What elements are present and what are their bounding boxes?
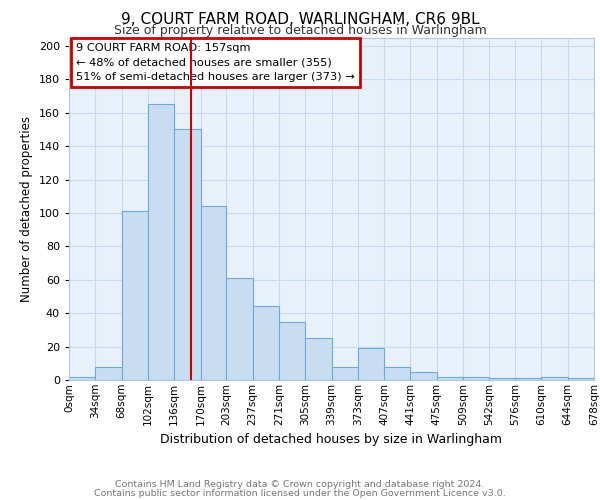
Bar	[279, 322, 305, 380]
Bar	[437, 376, 463, 380]
Bar	[148, 104, 175, 380]
Bar	[488, 378, 515, 380]
Text: Contains public sector information licensed under the Open Government Licence v3: Contains public sector information licen…	[94, 488, 506, 498]
Bar	[200, 206, 226, 380]
Text: Size of property relative to detached houses in Warlingham: Size of property relative to detached ho…	[113, 24, 487, 37]
Bar	[384, 366, 410, 380]
Text: 9, COURT FARM ROAD, WARLINGHAM, CR6 9BL: 9, COURT FARM ROAD, WARLINGHAM, CR6 9BL	[121, 12, 479, 26]
Bar	[410, 372, 437, 380]
Bar	[226, 278, 253, 380]
Bar	[305, 338, 331, 380]
Bar	[541, 376, 568, 380]
Bar	[515, 378, 541, 380]
Bar	[253, 306, 279, 380]
Bar	[331, 366, 358, 380]
Bar	[122, 212, 148, 380]
Bar	[175, 130, 200, 380]
Bar	[568, 378, 594, 380]
Bar	[463, 376, 488, 380]
Bar	[69, 376, 95, 380]
Y-axis label: Number of detached properties: Number of detached properties	[20, 116, 33, 302]
Bar	[358, 348, 384, 380]
Text: Contains HM Land Registry data © Crown copyright and database right 2024.: Contains HM Land Registry data © Crown c…	[115, 480, 485, 489]
X-axis label: Distribution of detached houses by size in Warlingham: Distribution of detached houses by size …	[161, 433, 503, 446]
Text: 9 COURT FARM ROAD: 157sqm
← 48% of detached houses are smaller (355)
51% of semi: 9 COURT FARM ROAD: 157sqm ← 48% of detac…	[76, 42, 355, 82]
Bar	[95, 366, 122, 380]
